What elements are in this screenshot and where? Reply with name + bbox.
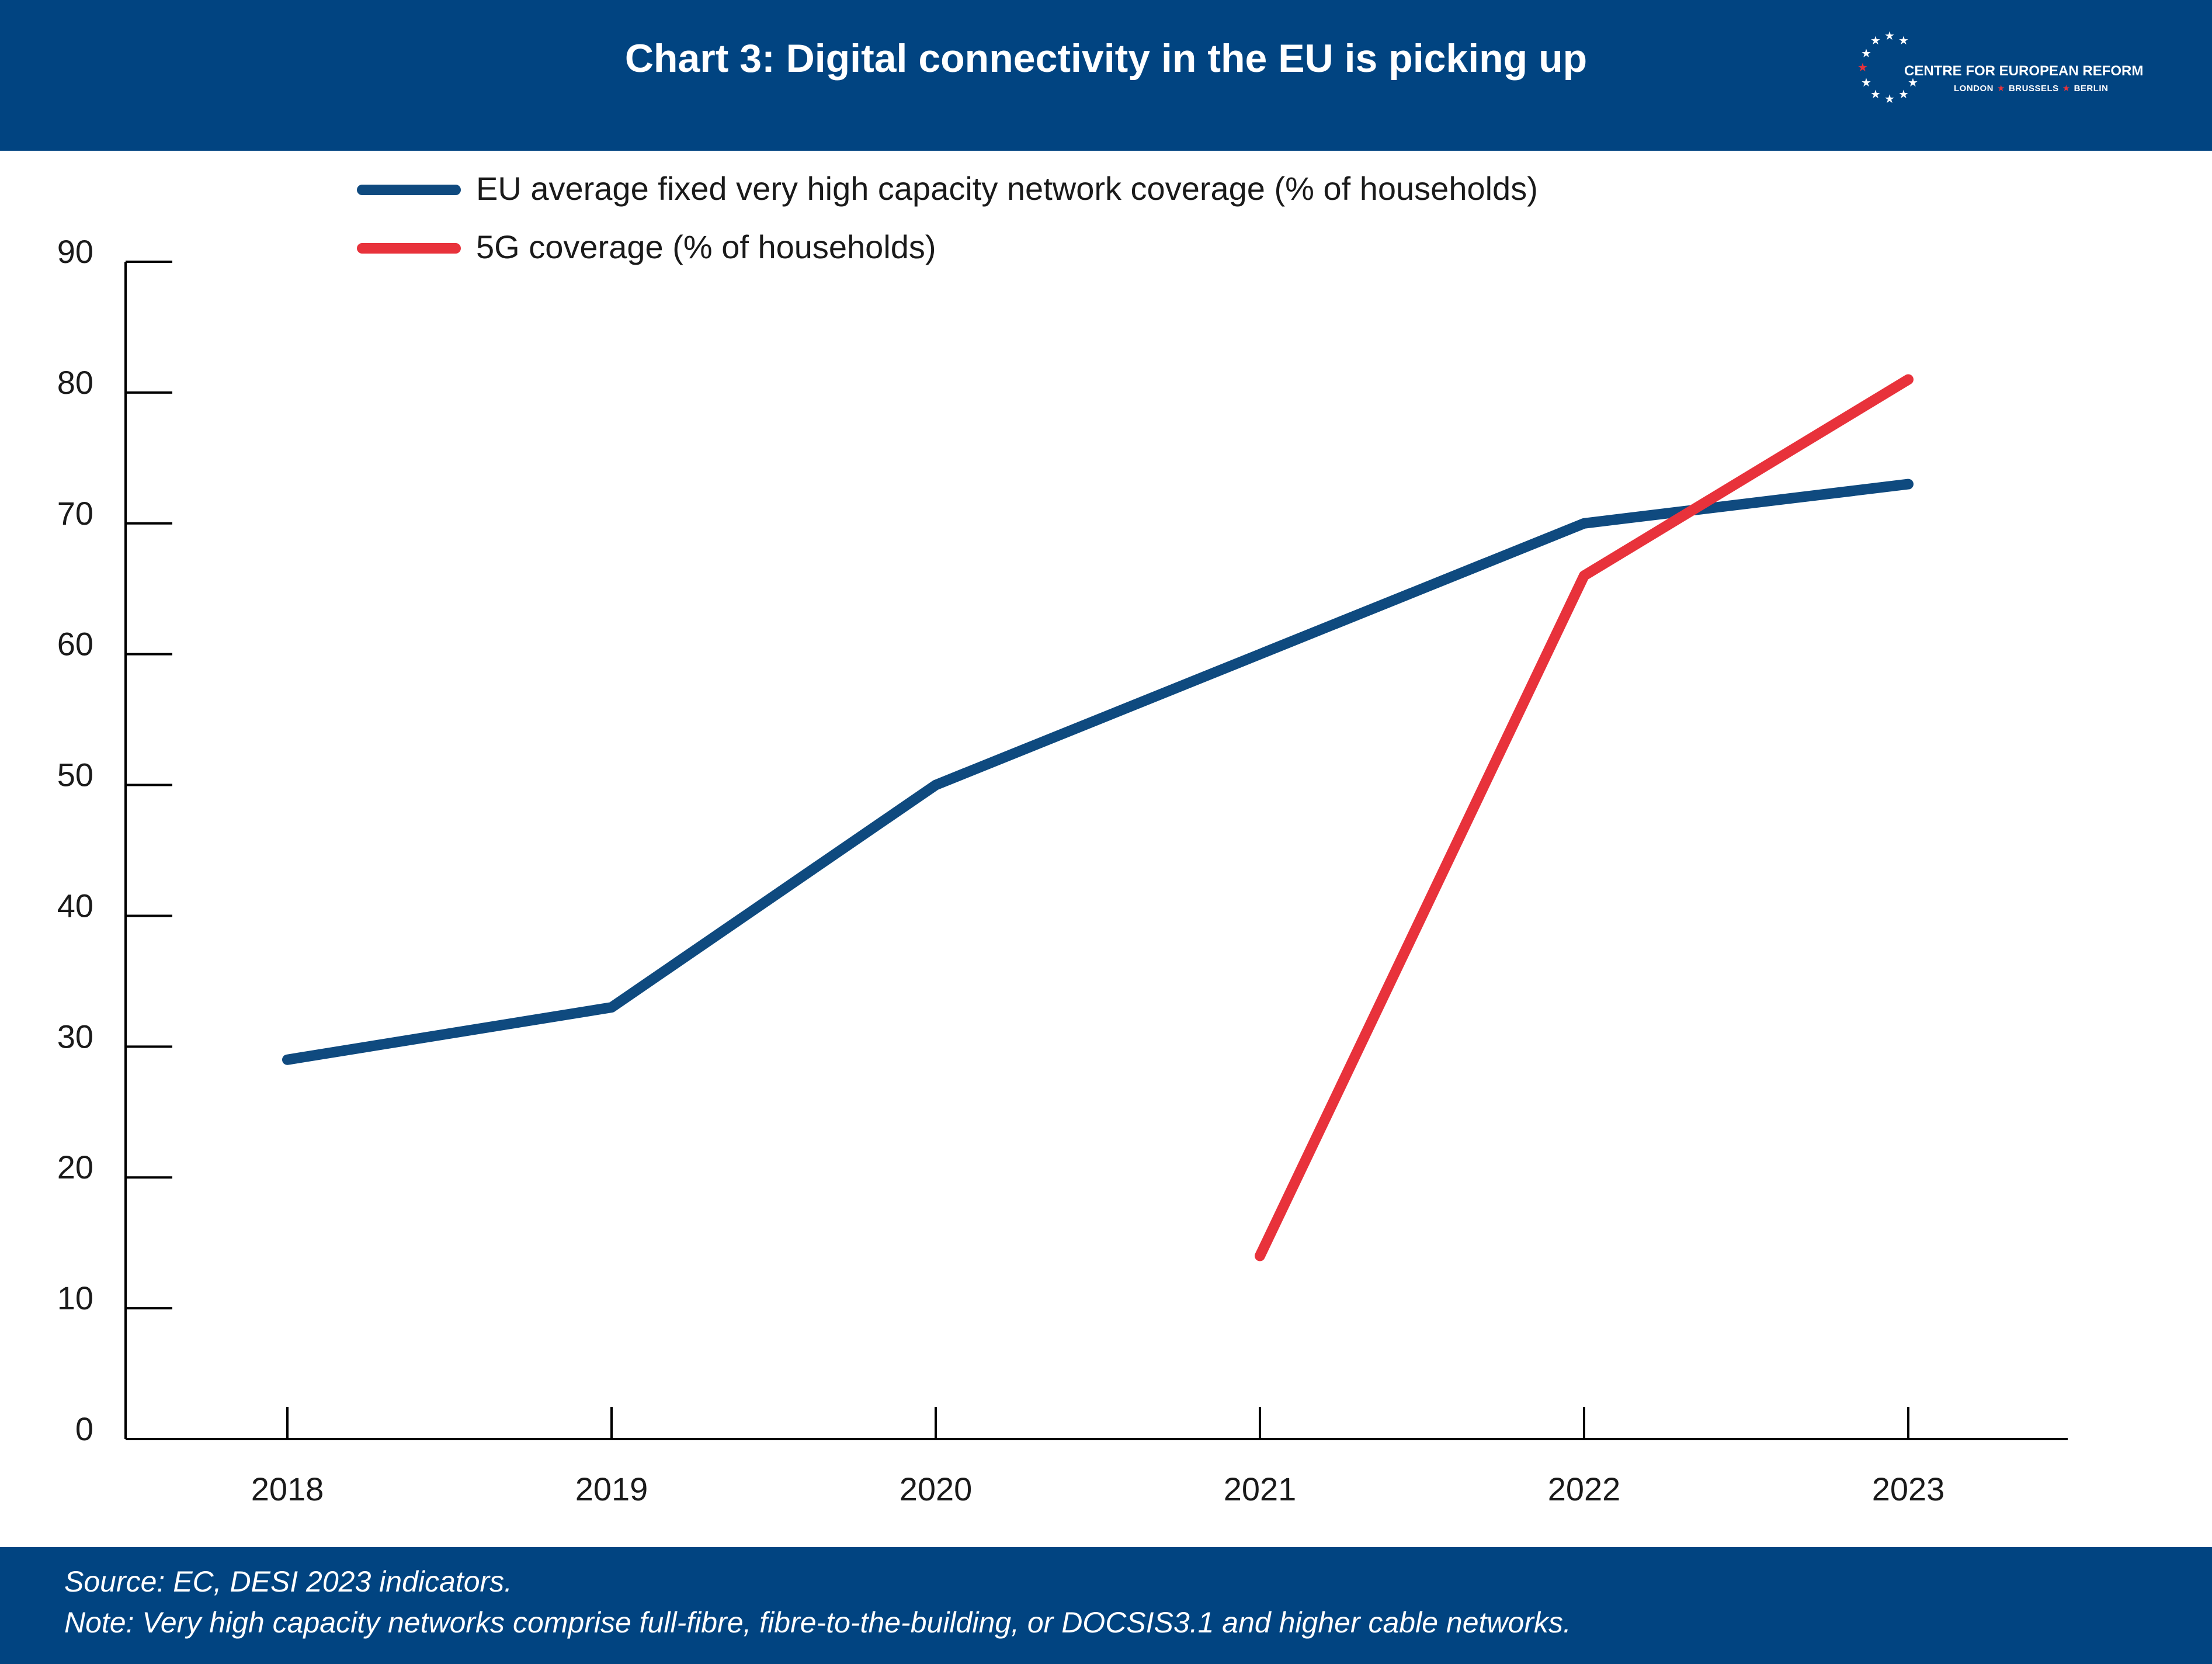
legend-label-red: 5G coverage (% of households) <box>476 228 936 265</box>
y-tick-label: 90 <box>57 233 93 270</box>
star-icon: ★ <box>1861 47 1871 60</box>
y-tick-label: 20 <box>57 1149 93 1185</box>
chart-title: Chart 3: Digital connectivity in the EU … <box>624 36 1588 81</box>
cer-logo: ★ ★ ★ ★ ★ ★ ★ ★ ★ ★ CENTRE FOR EUROPEAN … <box>1834 23 2161 129</box>
star-icon: ★ <box>1870 34 1881 47</box>
y-tick-label: 70 <box>57 495 93 532</box>
logo-city: BRUSSELS <box>2008 84 2059 93</box>
legend: EU average fixed very high capacity netw… <box>357 170 1538 265</box>
logo-cities: LONDON ★ BRUSSELS ★ BERLIN <box>1954 83 2108 93</box>
star-icon: ★ <box>1898 34 1909 47</box>
separator-star-icon: ★ <box>1997 84 2005 93</box>
header-bar: Chart 3: Digital connectivity in the EU … <box>0 0 2212 151</box>
y-tick-label: 40 <box>57 887 93 924</box>
series-line-2 <box>1255 374 1914 1261</box>
x-tick-label: 2020 <box>900 1471 973 1507</box>
star-icon: ★ <box>1884 93 1895 106</box>
x-tick-label: 2019 <box>575 1471 648 1507</box>
legend-label-blue: EU average fixed very high capacity netw… <box>476 170 1538 207</box>
series-lines <box>282 374 1914 1261</box>
star-icon: ★ <box>1861 77 1871 89</box>
star-icon: ★ <box>1908 77 1918 89</box>
y-tick-label: 30 <box>57 1018 93 1055</box>
x-tick-label: 2022 <box>1548 1471 1621 1507</box>
x-tick-label: 2021 <box>1224 1471 1297 1507</box>
separator-star-icon: ★ <box>2062 84 2071 93</box>
logo-city: BERLIN <box>2074 84 2109 93</box>
x-tick-label: 2023 <box>1872 1471 1945 1507</box>
logo-name: CENTRE FOR EUROPEAN REFORM <box>1904 63 2144 79</box>
y-tick-label: 0 <box>75 1410 93 1447</box>
y-tick-label: 80 <box>57 364 93 401</box>
footer-bar: Source: EC, DESI 2023 indicators. Note: … <box>0 1547 2212 1664</box>
y-tick-label: 60 <box>57 626 93 663</box>
star-icon: ★ <box>1857 61 1868 74</box>
logo-city: LONDON <box>1954 84 1994 93</box>
footnote: Note: Very high capacity networks compri… <box>64 1606 1571 1639</box>
y-tick-label: 10 <box>57 1280 93 1316</box>
star-icon: ★ <box>1898 88 1909 101</box>
y-tick-label: 50 <box>57 757 93 793</box>
star-icon: ★ <box>1884 30 1895 43</box>
series-line-1 <box>282 479 1914 1065</box>
star-icon: ★ <box>1870 88 1881 101</box>
line-chart: EU average fixed very high capacity netw… <box>57 170 2068 1507</box>
source-note: Source: EC, DESI 2023 indicators. <box>64 1565 513 1598</box>
x-tick-label: 2018 <box>251 1471 324 1507</box>
axes: 0 10 20 30 40 50 60 70 80 90 2018 2019 2020 2021 2022 2… <box>57 233 2068 1507</box>
